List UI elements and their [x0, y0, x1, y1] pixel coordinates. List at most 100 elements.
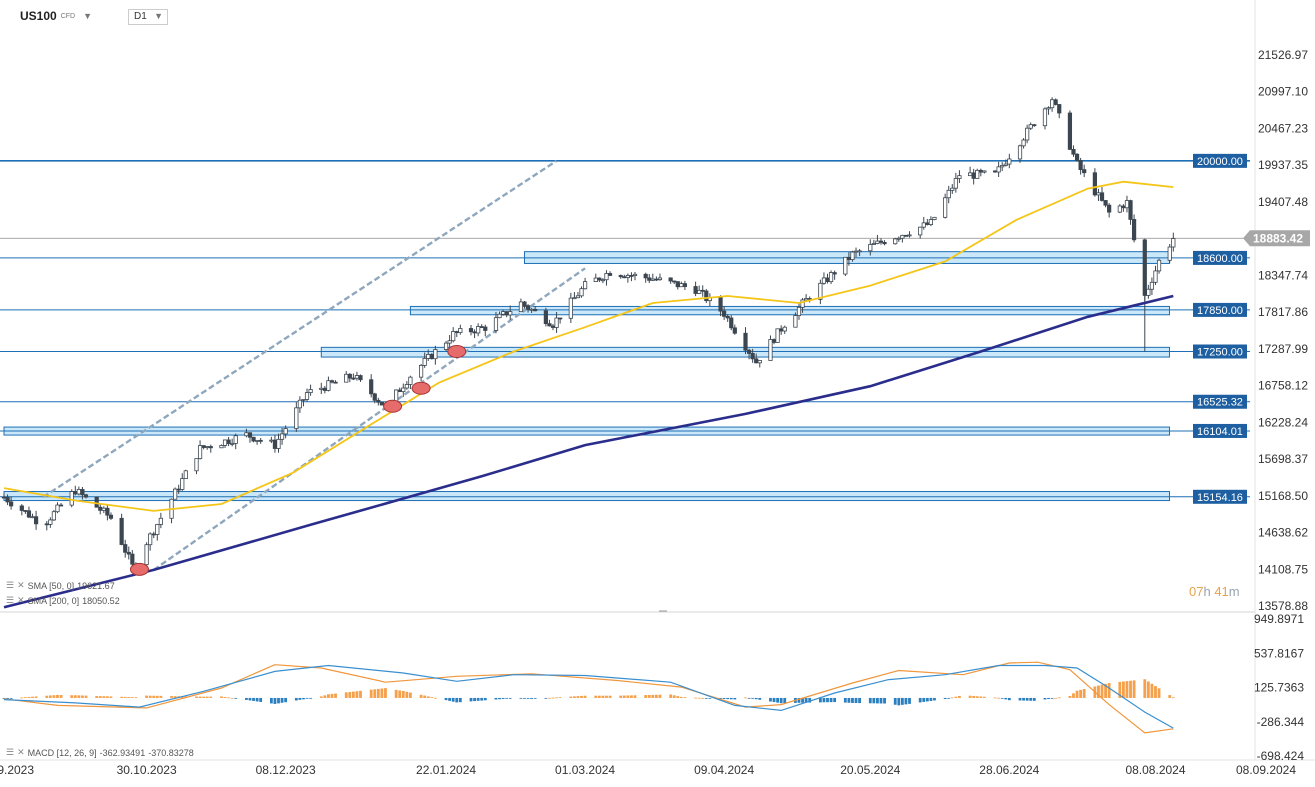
macd-histogram-bar — [523, 697, 526, 699]
candle-body — [255, 439, 260, 442]
macd-histogram-bar — [77, 695, 81, 698]
macd-histogram-bar — [1004, 697, 1008, 700]
macd-histogram-bar — [230, 697, 234, 699]
candle-body — [483, 326, 488, 331]
candle-body — [1099, 192, 1105, 201]
sma200-legend[interactable]: ☰ ✕ SMA [200, 0] 18050.52 — [6, 595, 120, 606]
macd-histogram-bar — [876, 697, 879, 704]
level-label-bg — [1193, 423, 1247, 438]
candle-body — [882, 241, 887, 245]
current-price-tag — [1243, 230, 1310, 247]
macd-histogram-bar — [102, 696, 106, 698]
macd-histogram-bar — [483, 697, 487, 701]
candle-body — [429, 354, 434, 360]
candle-body — [618, 275, 623, 278]
macd-histogram-bar — [430, 697, 434, 698]
macd-histogram-bar — [1129, 680, 1132, 698]
candle-body — [950, 187, 955, 191]
price-tick-label: 13578.88 — [1258, 599, 1308, 613]
candle-body — [971, 172, 976, 179]
candle-body — [900, 234, 905, 239]
candle-body — [625, 275, 630, 278]
candle-body — [269, 439, 274, 442]
macd-histogram-bar — [248, 697, 252, 701]
macd-histogram-bar — [173, 696, 177, 698]
pivot-marker — [383, 399, 403, 413]
macd-histogram-bar — [255, 697, 259, 702]
pivot-markers — [129, 345, 467, 576]
macd-pane — [2, 661, 1175, 734]
macd-histogram-bar — [1018, 697, 1022, 701]
macd-histogram-bar — [893, 697, 897, 705]
macd-histogram-bar — [669, 694, 673, 698]
macd-histogram-bar — [1072, 693, 1075, 698]
timeframe-select[interactable]: D1 ▼ — [128, 9, 168, 25]
macd-histogram-bar — [679, 696, 683, 698]
macd-histogram-bar — [145, 695, 148, 698]
macd-histogram-bar — [958, 695, 961, 698]
macd-histogram-bar — [879, 697, 883, 704]
candle-body — [804, 298, 809, 301]
close-icon[interactable]: ✕ — [17, 747, 25, 757]
candle-body — [130, 553, 135, 565]
close-icon[interactable]: ✕ — [17, 580, 25, 590]
support-zone — [409, 305, 1170, 316]
time-tick-label: 01.03.2024 — [555, 763, 615, 777]
macd-histogram-bar — [576, 696, 580, 698]
candle-body — [654, 278, 659, 281]
macd-histogram-bar — [1043, 697, 1047, 700]
trendline — [153, 267, 586, 571]
candle-body — [672, 280, 677, 283]
menu-icon[interactable]: ☰ — [6, 595, 15, 605]
time-tick-label: 22.01.2024 — [416, 763, 476, 777]
candle-body — [1074, 153, 1080, 161]
macd-histogram-bar — [808, 697, 812, 703]
sma50-legend[interactable]: ☰ ✕ SMA [50, 0] 19621.67 — [6, 580, 115, 591]
macd-histogram-bar — [480, 697, 484, 701]
candle-body — [575, 295, 581, 299]
macd-histogram-bar — [822, 697, 826, 703]
macd-legend[interactable]: ☰ ✕ MACD [12, 26, 9] -362.93491 -370.832… — [6, 747, 194, 758]
timeframe-dropdown-icon[interactable]: ▼ — [154, 11, 163, 21]
macd-histogram-bar — [729, 697, 733, 700]
macd-histogram-bar — [772, 697, 776, 703]
macd-value-1: -362.93491 — [99, 747, 146, 758]
macd-histogram-bar — [2, 697, 6, 699]
candle-body — [251, 436, 256, 442]
candle-body — [1007, 158, 1012, 165]
candle-body — [1107, 204, 1112, 213]
candle-body — [1103, 200, 1108, 206]
macd-histogram-bar — [369, 689, 373, 698]
macd-tick-label: 125.7363 — [1254, 681, 1304, 695]
candle-body — [476, 326, 481, 334]
countdown-m: m — [1228, 584, 1240, 599]
menu-icon[interactable]: ☰ — [6, 747, 15, 757]
candle-body — [9, 501, 14, 507]
menu-icon[interactable]: ☰ — [6, 580, 15, 590]
candle-body — [1067, 112, 1073, 150]
macd-histogram-bar — [234, 697, 238, 699]
candle-body — [643, 273, 648, 279]
candle-body — [48, 519, 53, 525]
candle-body — [522, 301, 527, 307]
macd-histogram-bar — [747, 697, 751, 699]
candle-body — [504, 311, 509, 316]
macd-histogram-bar — [644, 695, 648, 698]
candle-body — [857, 250, 862, 253]
symbol-dropdown-icon[interactable]: ▼ — [83, 11, 93, 21]
macd-histogram-bar — [975, 696, 979, 698]
candle-body — [347, 373, 352, 379]
candle-body — [718, 297, 723, 312]
macd-histogram-bar — [676, 696, 680, 698]
close-icon[interactable]: ✕ — [17, 595, 25, 605]
macd-histogram-bar — [120, 696, 124, 698]
macd-histogram-bar — [904, 697, 908, 705]
level-label: 16525.32 — [1197, 397, 1243, 409]
macd-histogram-bar — [1100, 684, 1104, 698]
symbol-header[interactable]: US100 CFD ▼ — [20, 9, 92, 23]
macd-histogram-bar — [498, 697, 501, 700]
price-tick-label: 18347.74 — [1258, 268, 1308, 282]
level-label: 17250.00 — [1197, 347, 1243, 359]
candle-body — [750, 352, 755, 360]
